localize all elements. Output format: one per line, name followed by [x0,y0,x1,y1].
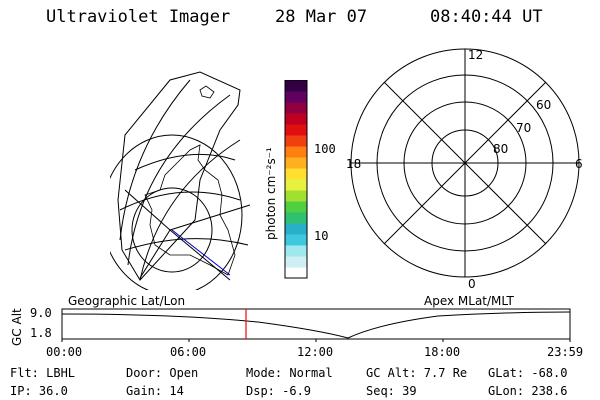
colorbar-segment [285,102,307,114]
timeline-xtick-1200: 12:00 [297,345,334,359]
colorbar-segment [285,124,307,136]
mlt-label-18: 18 [346,157,361,171]
coastline-island [199,85,215,99]
colorbar-segment [285,190,307,202]
map-meridian [169,229,231,281]
timeline-xtick-0000: 00:00 [46,345,83,359]
colorbar-segment [285,223,307,235]
colorbar-segment [285,91,307,103]
glat-info: GLat: -68.0 [488,366,568,380]
filter-info: Flt: LBHL [10,366,76,380]
glon-info: GLon: 238.6 [488,384,568,398]
polar-diagonal-line [383,81,547,245]
map-meridian [124,189,171,231]
polar-plot: 12 18 6 0 60 70 80 [346,48,583,290]
observation-time: 08:40:44 UT [430,7,543,27]
map-grid-line [134,153,236,171]
map-grid-circle [110,134,243,290]
altitude-curve [61,311,571,339]
colorbar-tick-10: 10 [314,229,329,243]
colorbar-unit-label: photon cm⁻²s⁻¹ [264,147,278,240]
timeline-xtick-1800: 18:00 [424,345,461,359]
lat-label-80: 80 [493,142,508,156]
colorbar-segment [285,245,307,257]
gcalt-info: GC Alt: 7.7 Re [366,366,468,380]
door-info: Door: Open [126,366,199,380]
timeline-xtick-0600: 06:00 [170,345,207,359]
colorbar-segment [285,234,307,246]
mlt-label-6: 6 [575,157,583,171]
mode-info: Mode: Normal [246,366,333,380]
lat-label-60: 60 [536,98,551,112]
colorbar-segment [285,146,307,158]
mlt-label-12: 12 [468,48,483,62]
gain-info: Gain: 14 [126,384,184,398]
timeline-right-label: Apex MLat/MLT [424,294,514,308]
colorbar-tick-100: 100 [314,142,336,156]
seq-info: Seq: 39 [366,384,417,398]
geographic-map [110,71,251,290]
map-grid-line [124,238,249,251]
map-grid-line [119,191,241,211]
ip-info: IP: 36.0 [10,384,68,398]
mlt-label-0: 0 [468,277,476,290]
map-grid-line [139,139,241,281]
colorbar-segment [285,256,307,268]
map-grid-circle [131,187,213,273]
timeline-plot [61,308,571,342]
instrument-title: Ultraviolet Imager [46,7,231,27]
timeline-ytick-1.8: 1.8 [30,326,52,340]
lat-label-70: 70 [516,121,531,135]
observation-date: 28 Mar 07 [275,7,368,27]
map-grid-line [119,79,191,241]
coastline [144,144,236,276]
colorbar-segment [285,80,307,92]
colorbar-segment [285,168,307,180]
colorbar-segment [285,201,307,213]
timeline-ytick-9: 9.0 [30,306,52,320]
timeline-xtick-2359: 23:59 [547,345,584,359]
map-grid-line [127,94,231,266]
map-meridian [169,204,251,231]
colorbar-segment [285,212,307,224]
sun-direction-line [171,229,231,276]
colorbar-segment [285,267,307,279]
colorbar-segment [285,113,307,125]
timeline-axis-title: GC Alt [10,308,24,346]
map-meridian [139,229,171,279]
colorbar-segment [285,179,307,191]
dsp-info: Dsp: -6.9 [246,384,312,398]
colorbar-segment [285,135,307,147]
colorbar-segment [285,157,307,169]
colorbar [284,80,308,279]
timeline-left-label: Geographic Lat/Lon [68,294,186,308]
